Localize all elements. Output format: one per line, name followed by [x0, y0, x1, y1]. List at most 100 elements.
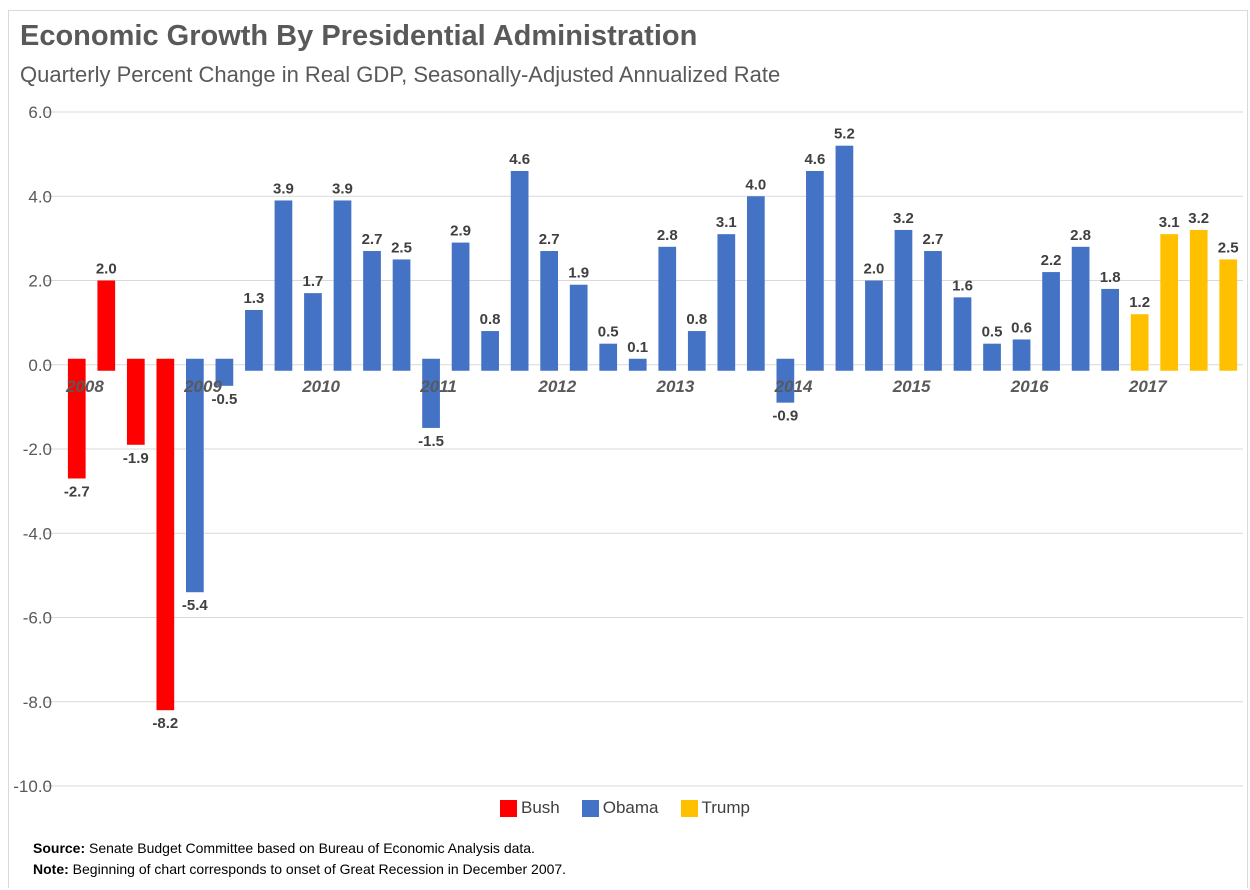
bar	[1101, 288, 1119, 371]
data-label: -1.5	[418, 433, 444, 450]
data-label: 1.6	[952, 277, 973, 294]
bar	[628, 358, 647, 371]
bar	[776, 358, 795, 403]
bar	[746, 196, 765, 371]
data-label: 2.7	[362, 231, 383, 248]
source-text: Senate Budget Committee based on Bureau …	[85, 840, 535, 856]
data-label: 0.6	[1011, 319, 1032, 336]
data-label: -1.9	[123, 450, 149, 467]
bar	[1219, 259, 1238, 371]
data-label: 0.1	[627, 339, 648, 356]
data-label: 3.2	[893, 210, 914, 227]
legend-swatch-trump	[680, 799, 698, 817]
data-label: 2.2	[1041, 252, 1062, 269]
note-label: Note:	[33, 861, 69, 877]
bar	[569, 284, 588, 371]
legend-swatch-bush	[500, 799, 517, 817]
data-label: 1.7	[303, 273, 324, 290]
data-label: 1.3	[243, 290, 264, 307]
bar	[599, 343, 618, 371]
legend-swatch-obama	[581, 799, 599, 817]
bar-chart: 6.0 4.0 2.0 0.0 -2.0 -4.0 -6.0 -8.0 -10.0 -2.7 2.0…	[13, 103, 1243, 796]
data-label: -2.7	[64, 483, 90, 500]
data-label: 2.7	[923, 231, 944, 248]
data-label: -0.5	[211, 391, 237, 408]
legend-item-trump: Trump	[680, 798, 751, 818]
data-label: 2.7	[539, 231, 560, 248]
bar	[510, 170, 529, 371]
year-label: 2012	[537, 377, 576, 396]
data-label: 1.2	[1129, 294, 1150, 311]
bar	[245, 309, 263, 371]
data-label: 0.5	[982, 324, 1003, 341]
bar	[894, 229, 913, 371]
y-tick-label: -4.0	[23, 524, 52, 543]
chart-legend: Bush Obama Trump	[0, 798, 1250, 818]
chart-frame	[8, 10, 1248, 888]
year-label: 2016	[1010, 377, 1049, 396]
data-label: 3.2	[1188, 210, 1209, 227]
bar	[304, 293, 322, 371]
data-label: 3.1	[716, 214, 737, 231]
data-label: 2.0	[864, 261, 885, 278]
bar	[1130, 314, 1149, 371]
y-tick-label: 0.0	[28, 356, 52, 375]
data-label: 1.8	[1100, 269, 1121, 286]
data-label: 4.6	[509, 151, 530, 168]
bar	[924, 251, 942, 371]
source-label: Source:	[33, 840, 86, 856]
bar	[540, 251, 559, 371]
data-label: 2.0	[96, 261, 117, 278]
data-label: 4.6	[804, 151, 825, 168]
bar	[717, 234, 736, 371]
y-tick-label: 2.0	[28, 272, 52, 291]
year-label: 2010	[301, 377, 340, 396]
data-label: 3.1	[1159, 214, 1180, 231]
bar	[274, 200, 293, 371]
bar	[1042, 272, 1060, 371]
bar	[97, 280, 116, 371]
bar	[67, 358, 86, 479]
bar	[481, 331, 499, 371]
data-label: -8.2	[152, 715, 178, 732]
bar	[1071, 246, 1090, 371]
bar	[835, 145, 854, 371]
chart-title: Economic Growth By Presidential Administ…	[20, 20, 698, 52]
data-label: -5.4	[182, 597, 209, 614]
bar	[333, 200, 352, 371]
data-label: 2.8	[1070, 227, 1091, 244]
y-tick-label: 6.0	[28, 103, 52, 122]
data-label: 4.0	[745, 176, 766, 193]
bar	[363, 251, 381, 371]
data-label: 0.8	[686, 311, 707, 328]
data-label: -0.9	[772, 408, 798, 425]
bar	[422, 358, 440, 428]
data-label: 2.8	[657, 227, 678, 244]
bar	[953, 297, 972, 371]
y-tick-label: -8.0	[23, 693, 52, 712]
bar	[451, 242, 470, 371]
data-label: 0.8	[480, 311, 501, 328]
bar	[392, 259, 411, 371]
bar	[1160, 234, 1179, 371]
data-label: 0.5	[598, 324, 619, 341]
bar	[215, 358, 234, 386]
data-label: 2.9	[450, 223, 471, 240]
onset-note: Note: Beginning of chart corresponds to …	[33, 859, 566, 880]
legend-label-trump: Trump	[701, 798, 751, 817]
legend-item-obama: Obama	[581, 798, 659, 818]
year-label: 2015	[892, 377, 931, 396]
data-label: 2.5	[391, 239, 412, 256]
note-text: Beginning of chart corresponds to onset …	[68, 861, 567, 877]
bar	[865, 280, 883, 371]
y-tick-label: -6.0	[23, 609, 52, 628]
bar	[983, 343, 1001, 371]
data-label: 1.9	[568, 265, 589, 282]
bar	[1189, 229, 1208, 371]
bar	[658, 246, 677, 371]
chart-footnotes: Source: Senate Budget Committee based on…	[33, 838, 566, 880]
bar	[156, 358, 175, 711]
year-label: 2014	[774, 377, 813, 396]
bar	[806, 170, 824, 371]
y-tick-label: -10.0	[13, 777, 52, 796]
